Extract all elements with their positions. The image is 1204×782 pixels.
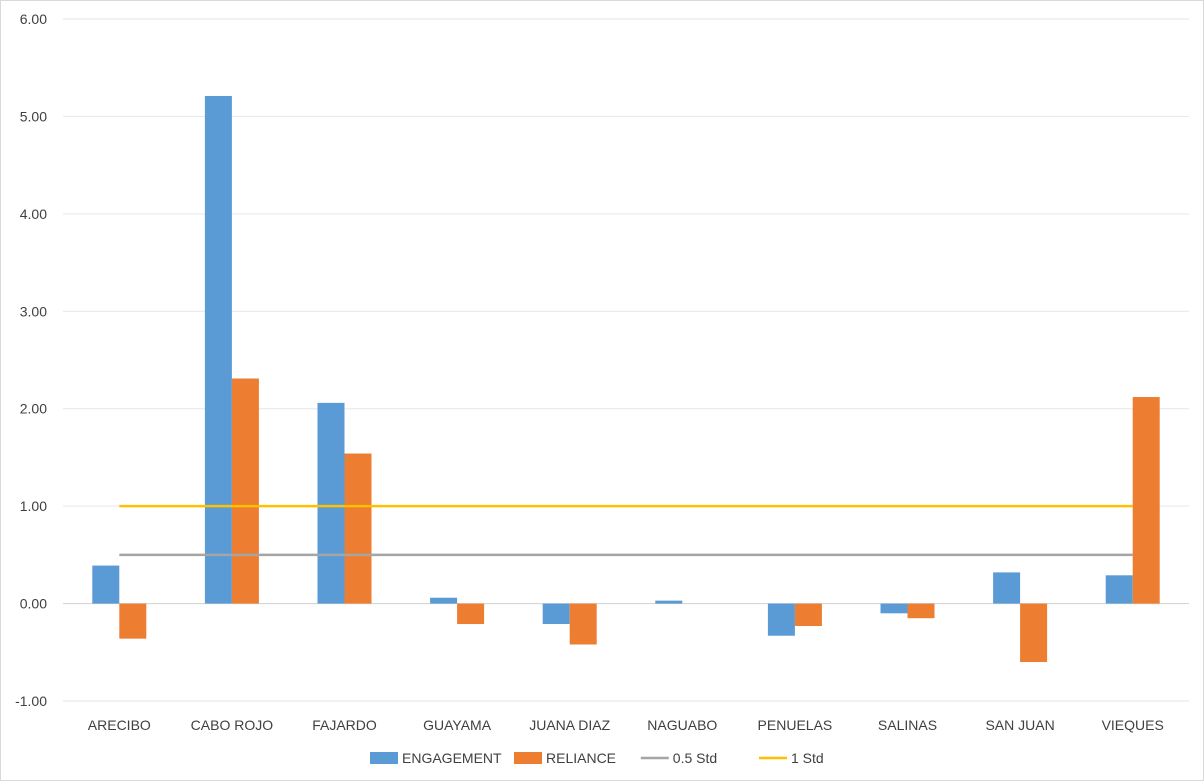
x-axis: ARECIBO CABO ROJO FAJARDO GUAYAMA JUANA DIAZ…	[88, 717, 1164, 733]
bar-reliance	[457, 603, 485, 625]
legend: ENGAGEMENT RELIANCE 0.5 Std 1 Std	[370, 750, 824, 766]
bar-reliance	[794, 603, 822, 626]
category-label: CABO ROJO	[191, 717, 274, 733]
bar-engagement	[880, 603, 908, 614]
legend-label: ENGAGEMENT	[402, 750, 502, 766]
category-label: GUAYAMA	[423, 717, 492, 733]
legend-swatch	[370, 752, 398, 764]
legend-label: RELIANCE	[546, 750, 616, 766]
bar-engagement	[317, 402, 345, 604]
bar-engagement	[767, 603, 795, 636]
legend-item: ENGAGEMENT	[370, 750, 502, 766]
reference-lines	[119, 504, 1133, 557]
bar-reliance	[907, 603, 935, 619]
y-axis: -1.00 0.00 1.00 2.00 3.00 4.00 5.00 6.00	[15, 11, 47, 709]
bar-engagement	[993, 572, 1021, 604]
bar-engagement	[655, 600, 683, 604]
y-tick-label: 0.00	[20, 596, 47, 612]
y-tick-label: 6.00	[20, 11, 47, 27]
category-label: PENUELAS	[758, 717, 833, 733]
bar-engagement	[92, 565, 120, 604]
bars	[92, 95, 1160, 663]
y-tick-label: 5.00	[20, 108, 47, 124]
bar-engagement	[542, 603, 570, 625]
legend-label: 1 Std	[791, 750, 824, 766]
category-label: VIEQUES	[1102, 717, 1164, 733]
category-label: FAJARDO	[312, 717, 377, 733]
bar-reliance	[1020, 603, 1048, 663]
category-label: SALINAS	[878, 717, 937, 733]
legend-item: RELIANCE	[514, 750, 616, 766]
bar-engagement	[204, 95, 232, 604]
category-label: JUANA DIAZ	[529, 717, 610, 733]
bar-reliance	[119, 603, 147, 639]
legend-swatch	[514, 752, 542, 764]
bar-reliance	[231, 378, 259, 604]
category-label: SAN JUAN	[985, 717, 1054, 733]
category-label: NAGUABO	[647, 717, 717, 733]
bar-reliance	[1132, 397, 1160, 604]
legend-label: 0.5 Std	[673, 750, 717, 766]
y-tick-label: 4.00	[20, 206, 47, 222]
bar-engagement	[1105, 575, 1133, 604]
bar-reliance	[344, 453, 372, 604]
y-tick-label: 2.00	[20, 401, 47, 417]
y-tick-label: -1.00	[15, 693, 47, 709]
y-tick-label: 3.00	[20, 303, 47, 319]
category-label: ARECIBO	[88, 717, 151, 733]
y-tick-label: 1.00	[20, 498, 47, 514]
bar-reliance	[569, 603, 597, 645]
bar-engagement	[430, 597, 458, 604]
legend-item: 0.5 Std	[640, 750, 717, 766]
legend-item: 1 Std	[759, 750, 824, 766]
